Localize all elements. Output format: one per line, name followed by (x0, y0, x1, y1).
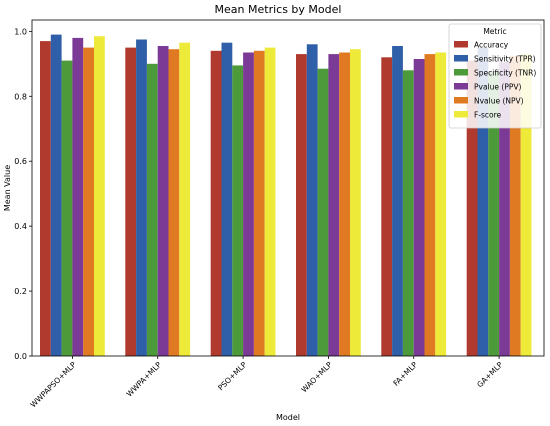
bar-1-4 (168, 49, 180, 356)
y-tick-label: 0.4 (14, 222, 27, 231)
bar-4-4 (424, 54, 436, 356)
legend-frame (448, 23, 542, 129)
y-axis: 0.0 0.2 0.4 0.6 0.8 1.0 (14, 27, 32, 361)
bar-2-0 (210, 50, 222, 357)
bar-3-4 (339, 52, 350, 356)
x-tick-label: WAO+MLP (300, 360, 335, 395)
y-axis-label: Mean Value (3, 165, 12, 211)
bar-1-2 (146, 63, 158, 357)
bar-3-1 (306, 44, 318, 357)
legend-swatch (454, 111, 468, 118)
bar-2-2 (232, 65, 244, 357)
bar-4-0 (381, 57, 393, 357)
bar-0-1 (50, 34, 62, 356)
legend-swatch (454, 69, 468, 76)
bar-0-3 (72, 37, 84, 357)
bar-1-5 (179, 42, 191, 356)
legend-label: Pvalue (PPV) (474, 83, 521, 92)
y-tick-label: 0.0 (14, 352, 27, 361)
bar-5-2 (488, 71, 500, 357)
bar-2-4 (253, 50, 265, 357)
legend-swatch (454, 55, 468, 62)
bar-0-2 (61, 60, 73, 356)
legend-label: Specificity (TNR) (474, 69, 536, 78)
bar-4-2 (402, 70, 414, 357)
chart-title: Mean Metrics by Model (215, 3, 342, 16)
legend-label: Accuracy (474, 41, 509, 50)
x-tick-label: FA+MLP (391, 360, 419, 388)
bar-5-3 (499, 62, 510, 356)
x-tick-label: PSO+MLP (216, 360, 249, 393)
x-axis: WWPAPSO+MLP WWPA+MLP PSO+MLP WAO+MLP FA+MLP G… (29, 356, 505, 409)
bar-4-3 (413, 59, 425, 356)
x-tick-label: GA+MLP (475, 360, 505, 390)
y-tick-label: 1.0 (14, 27, 27, 36)
legend: Metric Accuracy Sensitivity (TPR) Specifici… (448, 23, 542, 129)
bar-0-4 (83, 47, 94, 356)
bar-3-0 (296, 54, 307, 356)
legend-label: Nvalue (NPV) (474, 97, 524, 106)
legend-swatch (454, 83, 468, 90)
x-tick-label: WWPAPSO+MLP (29, 360, 79, 410)
bars-group (40, 34, 532, 357)
bar-1-0 (125, 47, 137, 356)
y-tick-label: 0.8 (14, 92, 27, 101)
bar-4-5 (435, 52, 447, 356)
bar-5-1 (477, 47, 489, 356)
x-tick-label: WWPA+MLP (125, 360, 164, 399)
legend-swatch (454, 97, 468, 104)
bar-0-0 (40, 41, 51, 356)
bar-5-4 (509, 55, 521, 356)
bar-0-5 (94, 36, 105, 356)
bar-3-2 (317, 68, 329, 356)
legend-title: Metric (483, 27, 506, 36)
plot-frame (31, 19, 545, 357)
legend-label: Sensitivity (TPR) (474, 55, 536, 64)
bar-3-5 (350, 49, 361, 356)
bar-5-0 (466, 60, 478, 356)
bar-5-5 (520, 54, 532, 356)
bar-2-1 (221, 42, 233, 356)
y-tick-label: 0.2 (14, 287, 27, 296)
x-axis-label: Model (276, 413, 300, 422)
bar-4-1 (392, 46, 403, 356)
bar-2-5 (264, 47, 276, 356)
y-tick-label: 0.6 (14, 157, 27, 166)
legend-swatch (454, 41, 468, 48)
legend-label: F-score (474, 111, 502, 120)
bar-3-3 (328, 54, 340, 356)
bar-1-1 (136, 39, 147, 356)
bar-1-3 (157, 46, 169, 356)
bar-2-3 (243, 52, 254, 356)
